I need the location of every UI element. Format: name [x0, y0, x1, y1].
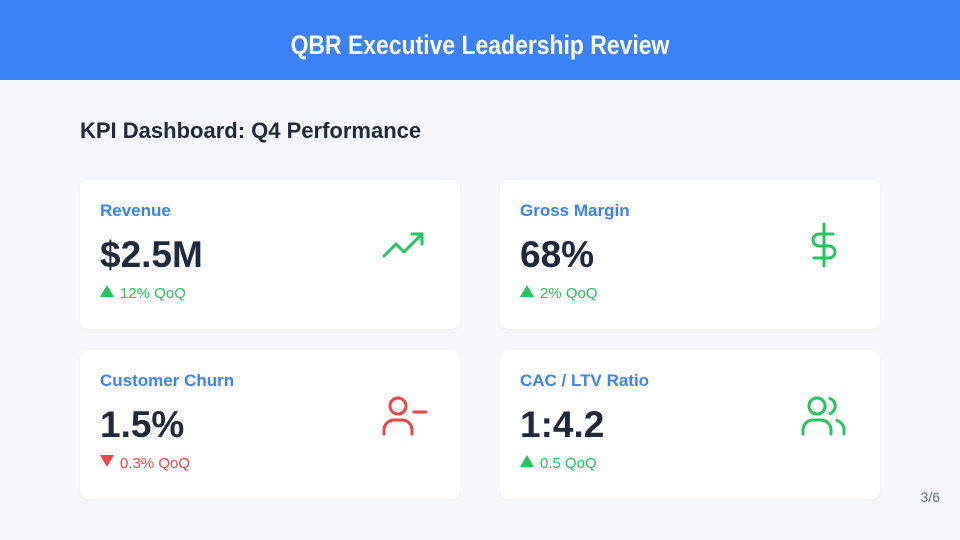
dollar-icon — [811, 222, 837, 268]
header: QBR Executive Leadership Review — [0, 0, 960, 80]
kpi-change: 2% QoQ — [520, 285, 598, 302]
kpi-change: 12% QoQ — [100, 285, 186, 302]
kpi-change-text: 0.5 QoQ — [540, 455, 597, 472]
kpi-change-text: 2% QoQ — [540, 285, 598, 302]
kpi-label: Gross Margin — [520, 201, 630, 220]
kpi-card: Customer Churn 1.5% 0.3% QoQ — [80, 350, 460, 499]
kpi-value: 1:4.2 — [520, 404, 605, 445]
kpi-card: CAC / LTV Ratio 1:4.2 0.5 QoQ — [500, 350, 880, 499]
header-title: QBR Executive Leadership Review — [290, 30, 670, 60]
kpi-value: 68% — [520, 234, 595, 275]
user-minus-icon — [382, 396, 428, 436]
trend-icon — [382, 232, 424, 258]
kpi-change-text: 0.3% QoQ — [120, 455, 191, 472]
kpi-value: 1.5% — [100, 404, 185, 445]
section-title: KPI Dashboard: Q4 Performance — [80, 118, 422, 143]
page-number: 3/6 — [920, 489, 940, 505]
users-icon — [801, 396, 846, 436]
kpi-card: Gross Margin 68% 2% QoQ — [500, 180, 880, 329]
kpi-label: Revenue — [100, 201, 171, 220]
kpi-change: 0.3% QoQ — [100, 455, 190, 472]
kpi-change: 0.5 QoQ — [520, 455, 597, 472]
kpi-label: Customer Churn — [100, 371, 235, 390]
kpi-change-text: 12% QoQ — [120, 285, 186, 302]
kpi-card: Revenue $2.5M 12% QoQ — [80, 180, 460, 329]
kpi-value: $2.5M — [100, 234, 203, 275]
kpi-label: CAC / LTV Ratio — [520, 371, 650, 390]
